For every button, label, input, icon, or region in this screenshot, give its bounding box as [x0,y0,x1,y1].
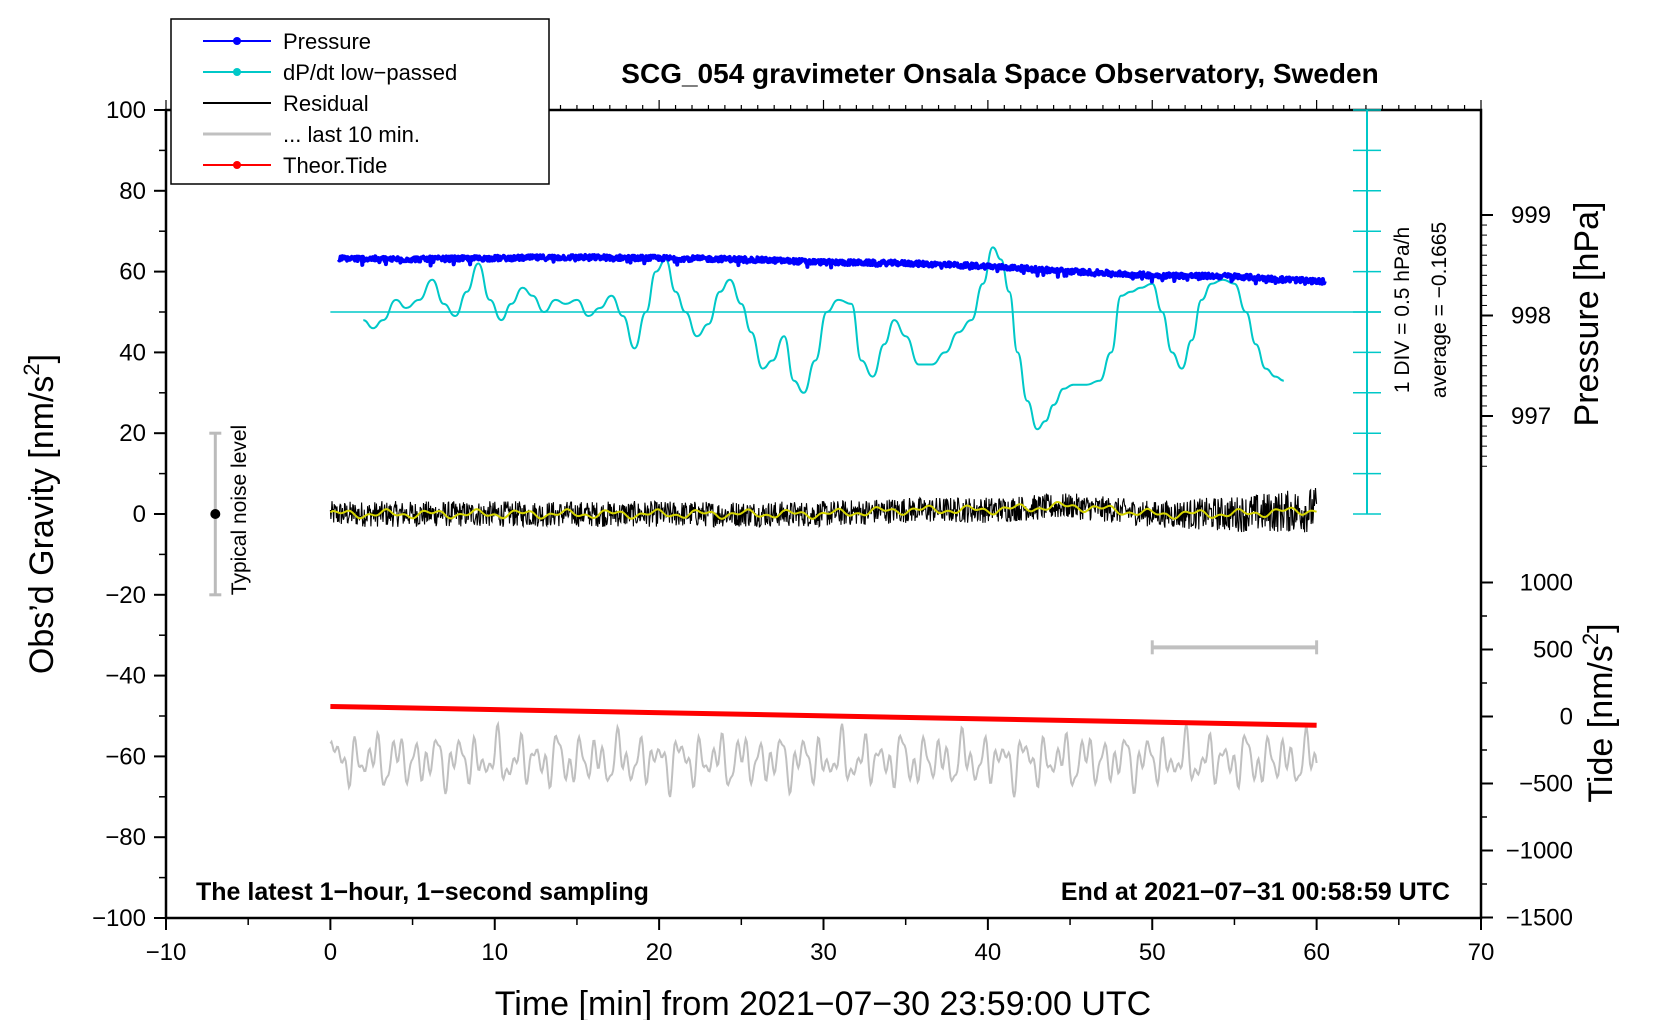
pressure-series-line [336,252,1327,286]
residual-smooth-line [329,500,1317,520]
tide-tick-label: 1000 [1520,570,1573,597]
bottom-left-note: The latest 1−hour, 1−second sampling [196,878,649,906]
tide-axis-ticks: −1500 −1000 −500 0 500 1000 [1481,570,1573,932]
tide-tick-label: −1500 [1506,905,1573,932]
pressure-tick-label: 997 [1511,403,1551,430]
x-tick-label: 0 [324,939,337,966]
noise-level-bar [209,431,222,597]
x-tick-label: 30 [810,939,837,966]
dpdt-series-line [363,246,1284,431]
x-tick-label: 70 [1468,939,1495,966]
legend-swatch-marker [233,37,241,45]
legend-swatch-marker [233,68,241,76]
y-tick-label: −60 [105,743,146,770]
y-axis-title-left-end: ] [23,354,61,363]
legend-label: Residual [283,91,369,116]
pressure-tick-label: 998 [1511,303,1551,330]
legend-box [170,18,550,185]
y-axis-title-tide: Tide [nm/s2] [1578,623,1620,802]
y-tick-label: 80 [119,178,146,205]
legend-label: Theor.Tide [283,153,387,178]
series-layer [329,246,1327,798]
y-axis-title-left: Obs’d Gravity [nm/s2] [19,354,61,674]
legend-swatch-marker [233,161,241,169]
dpdt-average-label: average = −0.1665 [1428,222,1451,398]
y-axis-title-tide-sup: 2 [1578,633,1603,645]
tide-tick-label: −500 [1519,771,1573,798]
last10-series-line [329,720,1318,798]
pressure-tick-label: 999 [1511,202,1551,229]
legend: Pressure dP/dt low−passed Residual ... last… [170,18,550,185]
x-axis-ticks: −10 0 10 20 30 40 50 60 70 [146,918,1495,966]
tide-series-line [330,703,1317,728]
x-tick-label: 60 [1303,939,1330,966]
y-axis-title-tide-main: Tide [nm/s [1582,645,1620,802]
dpdt-scale-label: 1 DIV = 0.5 hPa/h [1391,227,1414,393]
tide-tick-label: 0 [1560,704,1573,731]
chart-title: SCG_054 gravimeter Onsala Space Observat… [621,58,1378,89]
bottom-right-note: End at 2021−07−31 00:58:59 UTC [1061,878,1450,906]
tide-tick-label: 500 [1533,637,1573,664]
legend-label: Pressure [283,29,371,54]
y-tick-label: 40 [119,339,146,366]
legend-label: ... last 10 min. [283,122,420,147]
x-tick-label: 50 [1139,939,1166,966]
y-tick-label: −80 [105,824,146,851]
x-tick-label: 10 [481,939,508,966]
x-tick-label: −10 [146,939,187,966]
pressure-axis-ticks: 997 998 999 [1481,202,1551,467]
y-tick-label: −20 [105,582,146,609]
residual-series-line [329,487,1318,533]
y-tick-label: −100 [92,905,146,932]
x-axis-title: Time [min] from 2021−07−30 23:59:00 UTC [495,985,1151,1020]
y-tick-label: −40 [105,663,146,690]
y-tick-label: 60 [119,259,146,286]
y-axis-ticks: −100 −80 −60 −40 −20 0 20 40 60 80 100 [92,97,166,932]
x-tick-label: 20 [646,939,673,966]
legend-label: dP/dt low−passed [283,60,457,85]
y-tick-label: 20 [119,420,146,447]
y-tick-label: 100 [106,97,146,124]
y-axis-title-tide-end: ] [1582,623,1620,632]
tide-tick-label: −1000 [1506,838,1573,865]
y-axis-title-pressure: Pressure [hPa] [1568,202,1606,427]
x-tick-label: 40 [975,939,1002,966]
y-axis-title-left-main: Obs’d Gravity [nm/s [23,376,61,675]
noise-bar-center [210,509,221,519]
noise-label: Typical noise level [228,425,251,595]
y-tick-label: 0 [133,501,146,528]
y-axis-title-left-sup: 2 [19,363,44,375]
